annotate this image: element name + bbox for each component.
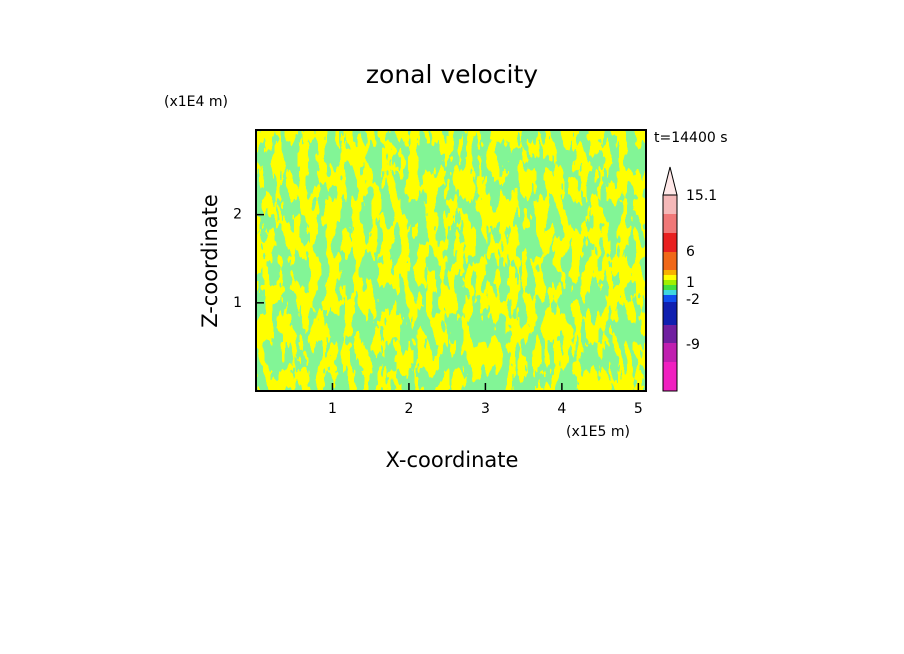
colorbar-frame: [662, 194, 678, 392]
y-unit: (x1E4 m): [164, 94, 228, 110]
colorbar-segment: [663, 275, 677, 280]
y-axis-label: Z-coordinate: [198, 194, 222, 328]
x-tick-label: 4: [557, 401, 566, 417]
colorbar-segment: [663, 252, 677, 270]
chart-title: zonal velocity: [366, 60, 538, 89]
x-tick-label: 3: [481, 401, 490, 417]
colorbar-segment: [663, 195, 677, 214]
x-unit: (x1E5 m): [566, 424, 630, 440]
colorbar-segment: [663, 285, 677, 290]
colorbar-segment: [663, 214, 677, 233]
colorbar-segment: [663, 295, 677, 302]
colorbar-segment: [663, 270, 677, 275]
colorbar-segment: [663, 325, 677, 343]
colorbar-segment: [663, 302, 677, 325]
colorbar-segment: [663, 362, 677, 391]
colorbar-label: 15.1: [686, 188, 717, 204]
colorbar-label: 6: [686, 244, 695, 260]
x-tick-label: 2: [404, 401, 413, 417]
x-axis-label: X-coordinate: [386, 448, 519, 472]
plot-frame: [255, 129, 647, 392]
time-label: t=14400 s: [654, 130, 728, 146]
colorbar-label: 1: [686, 275, 695, 291]
y-tick-label: 1: [233, 295, 242, 311]
colorbar-segment: [663, 233, 677, 252]
x-tick-label: 5: [634, 401, 643, 417]
colorbar-extend: [662, 166, 678, 196]
colorbar-segment: [663, 343, 677, 362]
x-tick-label: 1: [328, 401, 337, 417]
colorbar-label: -2: [686, 292, 700, 308]
colorbar-segment: [663, 290, 677, 295]
colorbar-label: -9: [686, 337, 700, 353]
y-tick-label: 2: [233, 207, 242, 223]
colorbar-segment: [663, 280, 677, 285]
contour-field: [256, 130, 646, 391]
